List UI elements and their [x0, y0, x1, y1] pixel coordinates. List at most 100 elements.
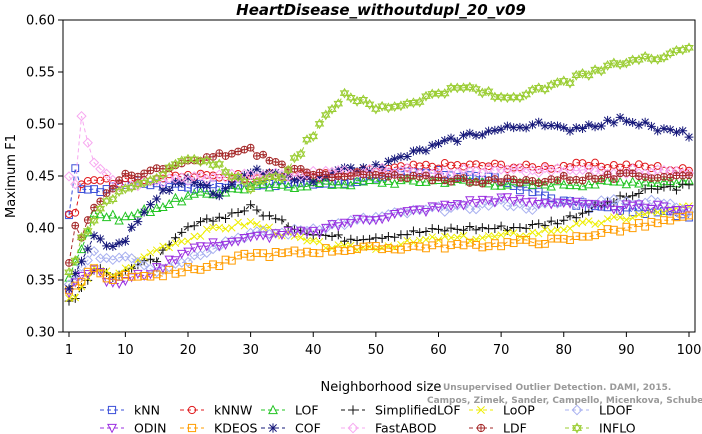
- data-point: [641, 173, 650, 181]
- data-point: [146, 248, 155, 257]
- data-point: [402, 230, 412, 240]
- data-point: [202, 263, 211, 271]
- legend-item-lof: LOF: [261, 403, 319, 418]
- data-point: [540, 121, 550, 131]
- data-point: [390, 154, 400, 164]
- data-point: [209, 180, 217, 189]
- data-point: [640, 117, 650, 127]
- data-point: [227, 183, 237, 193]
- data-point: [296, 174, 306, 184]
- data-point: [339, 87, 350, 99]
- data-point: [652, 54, 663, 65]
- data-point: [220, 166, 231, 178]
- data-point: [196, 217, 205, 226]
- data-point: [146, 272, 155, 281]
- data-point: [189, 221, 199, 231]
- data-point: [314, 229, 325, 239]
- data-point: [315, 237, 324, 246]
- data-point: [295, 148, 306, 160]
- data-point: [491, 232, 499, 241]
- data-point: [678, 164, 687, 172]
- data-point: [215, 262, 224, 271]
- data-point: [665, 206, 675, 217]
- data-point: [346, 234, 356, 244]
- data-point: [277, 179, 287, 189]
- data-point: [203, 225, 211, 234]
- data-point: [165, 265, 174, 274]
- data-point: [447, 177, 455, 186]
- data-point: [126, 210, 137, 221]
- data-point: [565, 180, 575, 190]
- legend-marker: [476, 423, 486, 433]
- data-point: [340, 163, 349, 173]
- data-point: [321, 175, 331, 185]
- data-point: [596, 121, 606, 131]
- data-point: [64, 272, 74, 282]
- data-point: [465, 238, 474, 247]
- data-point: [320, 109, 331, 121]
- data-point: [628, 118, 638, 127]
- data-point: [176, 155, 187, 167]
- data-point: [509, 123, 519, 133]
- data-point: [684, 132, 694, 142]
- data-point: [133, 272, 142, 281]
- data-point: [660, 173, 668, 181]
- data-point: [596, 65, 607, 77]
- x-tick-label: 1: [65, 343, 73, 358]
- data-point: [183, 222, 193, 232]
- data-point: [358, 176, 369, 186]
- data-point: [653, 208, 662, 217]
- data-point: [408, 97, 419, 109]
- data-point: [521, 198, 531, 208]
- data-point: [145, 174, 156, 186]
- x-tick-label: 90: [618, 343, 635, 358]
- data-point: [233, 183, 243, 193]
- data-point: [521, 176, 531, 186]
- data-point: [221, 184, 230, 194]
- data-point: [578, 232, 587, 241]
- data-point: [252, 164, 262, 174]
- data-point: [660, 216, 668, 224]
- data-point: [171, 233, 180, 243]
- legend-label: LDOF: [599, 403, 633, 418]
- data-point: [71, 293, 80, 302]
- data-point: [678, 206, 688, 216]
- data-point: [640, 203, 650, 213]
- data-point: [215, 223, 224, 232]
- data-point: [202, 181, 212, 191]
- data-point: [616, 227, 625, 236]
- data-point: [195, 170, 206, 181]
- data-point: [251, 171, 263, 182]
- data-point: [566, 163, 574, 171]
- data-point: [415, 173, 424, 181]
- data-point: [409, 171, 418, 180]
- x-tick-label: 10: [117, 343, 134, 358]
- data-point: [515, 122, 525, 132]
- data-point: [396, 208, 406, 218]
- legend-item-inflo: INFLO: [565, 421, 636, 434]
- data-point: [302, 228, 312, 238]
- data-point: [521, 223, 531, 233]
- data-point: [114, 215, 124, 225]
- data-point: [540, 198, 550, 208]
- data-point: [596, 201, 607, 211]
- data-point: [452, 137, 462, 146]
- data-point: [227, 179, 237, 189]
- data-point: [214, 242, 225, 252]
- data-point: [440, 200, 450, 210]
- data-point: [245, 183, 256, 195]
- legend-item-ldf: LDF: [469, 421, 527, 434]
- data-point: [659, 182, 669, 192]
- data-point: [421, 146, 431, 156]
- x-tick-label: 20: [180, 343, 197, 358]
- data-point: [616, 213, 624, 222]
- data-point: [584, 161, 593, 170]
- data-point: [421, 90, 431, 102]
- legend-item-ldof: LDOF: [565, 403, 633, 418]
- data-point: [634, 172, 643, 181]
- data-point: [233, 208, 243, 217]
- data-point: [127, 171, 136, 180]
- data-point: [427, 88, 438, 100]
- data-point: [628, 224, 637, 233]
